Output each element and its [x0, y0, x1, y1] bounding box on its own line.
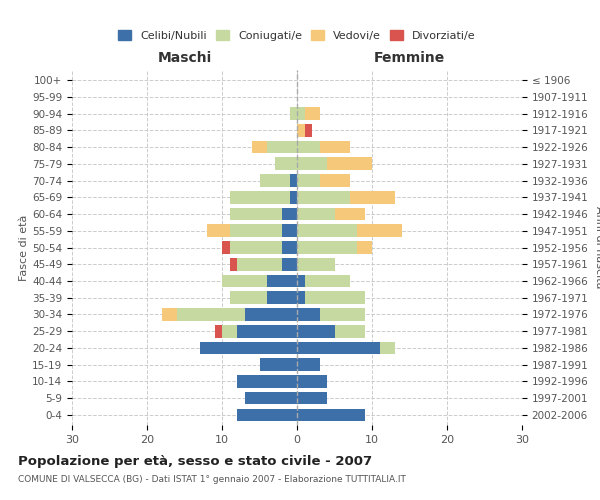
Bar [237, 325, 297, 338]
Bar [290, 108, 297, 120]
Bar [297, 158, 327, 170]
Bar [320, 140, 349, 153]
Bar [252, 140, 267, 153]
Bar [215, 325, 222, 338]
Bar [222, 241, 229, 254]
Y-axis label: Anni di nascita: Anni di nascita [594, 206, 600, 289]
Bar [199, 342, 297, 354]
Bar [297, 208, 335, 220]
Bar [282, 241, 297, 254]
Bar [237, 375, 297, 388]
Bar [297, 174, 320, 187]
Bar [237, 258, 282, 270]
Bar [297, 108, 305, 120]
Bar [229, 258, 237, 270]
Bar [222, 325, 237, 338]
Bar [275, 158, 297, 170]
Bar [282, 258, 297, 270]
Bar [327, 158, 372, 170]
Bar [297, 124, 305, 136]
Bar [267, 274, 297, 287]
Bar [297, 308, 320, 321]
Bar [305, 124, 312, 136]
Bar [380, 342, 395, 354]
Bar [320, 174, 349, 187]
Legend: Celibi/Nubili, Coniugati/e, Vedovi/e, Divorziati/e: Celibi/Nubili, Coniugati/e, Vedovi/e, Di… [114, 26, 480, 46]
Bar [267, 292, 297, 304]
Bar [260, 174, 290, 187]
Bar [222, 274, 267, 287]
Bar [305, 292, 365, 304]
Bar [297, 325, 335, 338]
Bar [290, 174, 297, 187]
Bar [305, 108, 320, 120]
Bar [297, 140, 320, 153]
Bar [297, 258, 335, 270]
Text: COMUNE DI VALSECCA (BG) - Dati ISTAT 1° gennaio 2007 - Elaborazione TUTTITALIA.I: COMUNE DI VALSECCA (BG) - Dati ISTAT 1° … [18, 475, 406, 484]
Bar [320, 308, 365, 321]
Text: Maschi: Maschi [157, 51, 212, 65]
Bar [229, 224, 282, 237]
Bar [297, 375, 327, 388]
Bar [162, 308, 177, 321]
Bar [229, 241, 282, 254]
Bar [267, 140, 297, 153]
Bar [297, 292, 305, 304]
Bar [349, 191, 395, 203]
Bar [357, 241, 372, 254]
Bar [229, 191, 290, 203]
Bar [260, 358, 297, 371]
Bar [305, 274, 349, 287]
Bar [297, 241, 357, 254]
Text: Popolazione per età, sesso e stato civile - 2007: Popolazione per età, sesso e stato civil… [18, 455, 372, 468]
Y-axis label: Fasce di età: Fasce di età [19, 214, 29, 280]
Bar [245, 308, 297, 321]
Bar [207, 224, 229, 237]
Bar [297, 191, 349, 203]
Bar [297, 274, 305, 287]
Bar [290, 191, 297, 203]
Bar [282, 208, 297, 220]
Bar [282, 224, 297, 237]
Bar [229, 292, 267, 304]
Text: Femmine: Femmine [374, 51, 445, 65]
Bar [237, 408, 297, 421]
Bar [297, 224, 357, 237]
Bar [357, 224, 402, 237]
Bar [245, 392, 297, 404]
Bar [297, 358, 320, 371]
Bar [177, 308, 245, 321]
Bar [335, 325, 365, 338]
Bar [335, 208, 365, 220]
Bar [297, 392, 327, 404]
Bar [297, 342, 380, 354]
Bar [297, 408, 365, 421]
Bar [229, 208, 282, 220]
